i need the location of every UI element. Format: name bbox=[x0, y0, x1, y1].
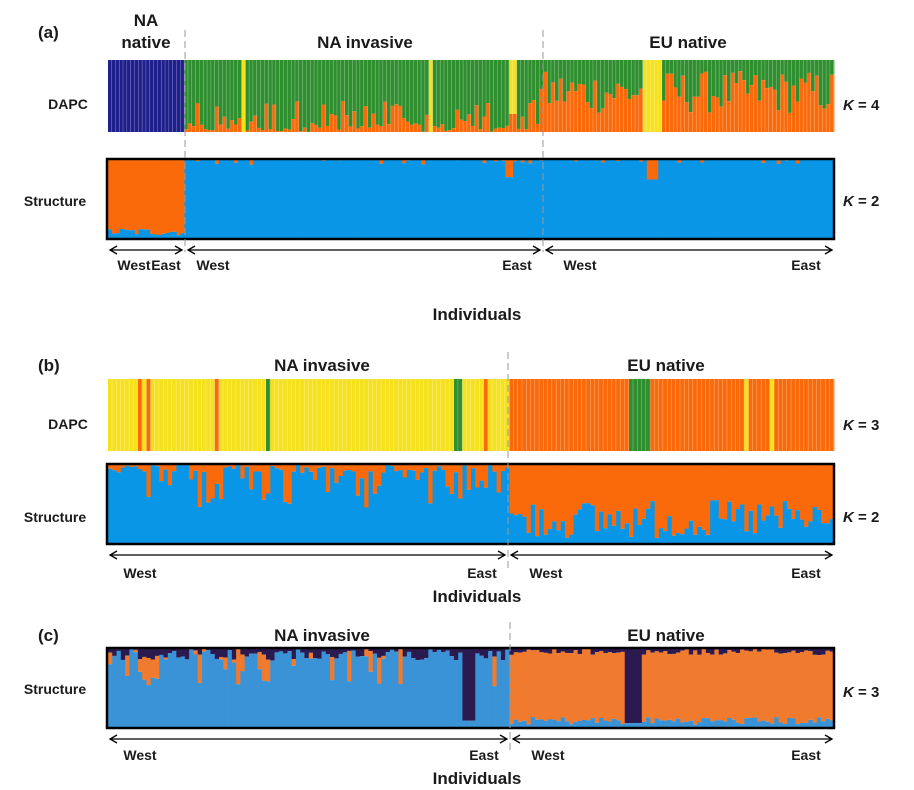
panel-a-row1-method: DAPC bbox=[48, 96, 88, 112]
panel-b-row1-method: DAPC bbox=[48, 416, 88, 432]
panel-b-structure-frame bbox=[105, 462, 836, 546]
panel-c-structure-bars bbox=[108, 649, 835, 727]
panel-b-west-2: West bbox=[529, 565, 563, 581]
panel-a-label: (a) bbox=[38, 23, 59, 42]
panel-a-structure-bars bbox=[108, 160, 835, 238]
panel-a-row2-method: Structure bbox=[24, 193, 86, 209]
panel-b-dapc-bars bbox=[108, 379, 835, 451]
panel-c-east-1: East bbox=[469, 747, 499, 763]
panel-c-label: (c) bbox=[38, 626, 59, 645]
panel-b-group-eu-native: EU native bbox=[627, 356, 704, 375]
panel-b-east-1: East bbox=[467, 565, 497, 581]
panel-a-individuals: Individuals bbox=[433, 305, 522, 324]
panel-b-group-na-invasive: NA invasive bbox=[274, 356, 370, 375]
panel-a-dapc-bars bbox=[108, 60, 835, 132]
panel-a-west-3: West bbox=[563, 257, 597, 273]
panel-a-row1-k: K = 4 bbox=[843, 97, 880, 114]
panel-a-east-1: East bbox=[151, 257, 181, 273]
panel-b-row2-method: Structure bbox=[24, 509, 86, 525]
panel-a-group-na-native-line1: NA bbox=[134, 11, 159, 30]
panel-c-group-na-invasive: NA invasive bbox=[274, 626, 370, 645]
panel-b-label: (b) bbox=[38, 356, 60, 375]
panel-a-structure-frame bbox=[105, 157, 836, 241]
panel-c-direction-arrows bbox=[108, 734, 834, 744]
panel-b-individuals: Individuals bbox=[433, 587, 522, 606]
panel-c-structure-frame bbox=[105, 646, 836, 730]
panel-a-group-na-native-line2: native bbox=[121, 33, 170, 52]
panel-b-row2-k: K = 2 bbox=[843, 509, 879, 526]
panel-b-row1-k: K = 3 bbox=[843, 417, 879, 434]
panel-a-direction-arrows bbox=[108, 245, 834, 255]
panel-c-west-1: West bbox=[123, 747, 157, 763]
panel-b-west-1: West bbox=[123, 565, 157, 581]
panel-b-east-2: East bbox=[791, 565, 821, 581]
panel-c-individuals: Individuals bbox=[433, 769, 522, 788]
panel-c-west-2: West bbox=[531, 747, 565, 763]
panel-c-row1-method: Structure bbox=[24, 681, 86, 697]
panel-c-group-eu-native: EU native bbox=[627, 626, 704, 645]
panel-b-structure-bars bbox=[108, 465, 835, 543]
panel-a-west-2: West bbox=[196, 257, 230, 273]
panel-a-row2-k: K = 2 bbox=[843, 193, 879, 210]
panel-a-group-na-invasive: NA invasive bbox=[317, 33, 413, 52]
panel-c-row1-k: K = 3 bbox=[843, 684, 879, 701]
panel-c: (c) NA invasive EU native Structure K = … bbox=[24, 622, 879, 788]
panel-a-east-2: East bbox=[502, 257, 532, 273]
panel-a-east-3: East bbox=[791, 257, 821, 273]
panel-b-direction-arrows bbox=[108, 550, 834, 560]
panel-c-east-2: East bbox=[791, 747, 821, 763]
panel-a: (a) NA native NA invasive EU native DAPC… bbox=[24, 11, 880, 324]
panel-a-group-eu-native: EU native bbox=[649, 33, 726, 52]
panel-b: (b) NA invasive EU native DAPC K = 3 Str… bbox=[24, 352, 879, 606]
panel-a-west-1: West bbox=[117, 257, 151, 273]
